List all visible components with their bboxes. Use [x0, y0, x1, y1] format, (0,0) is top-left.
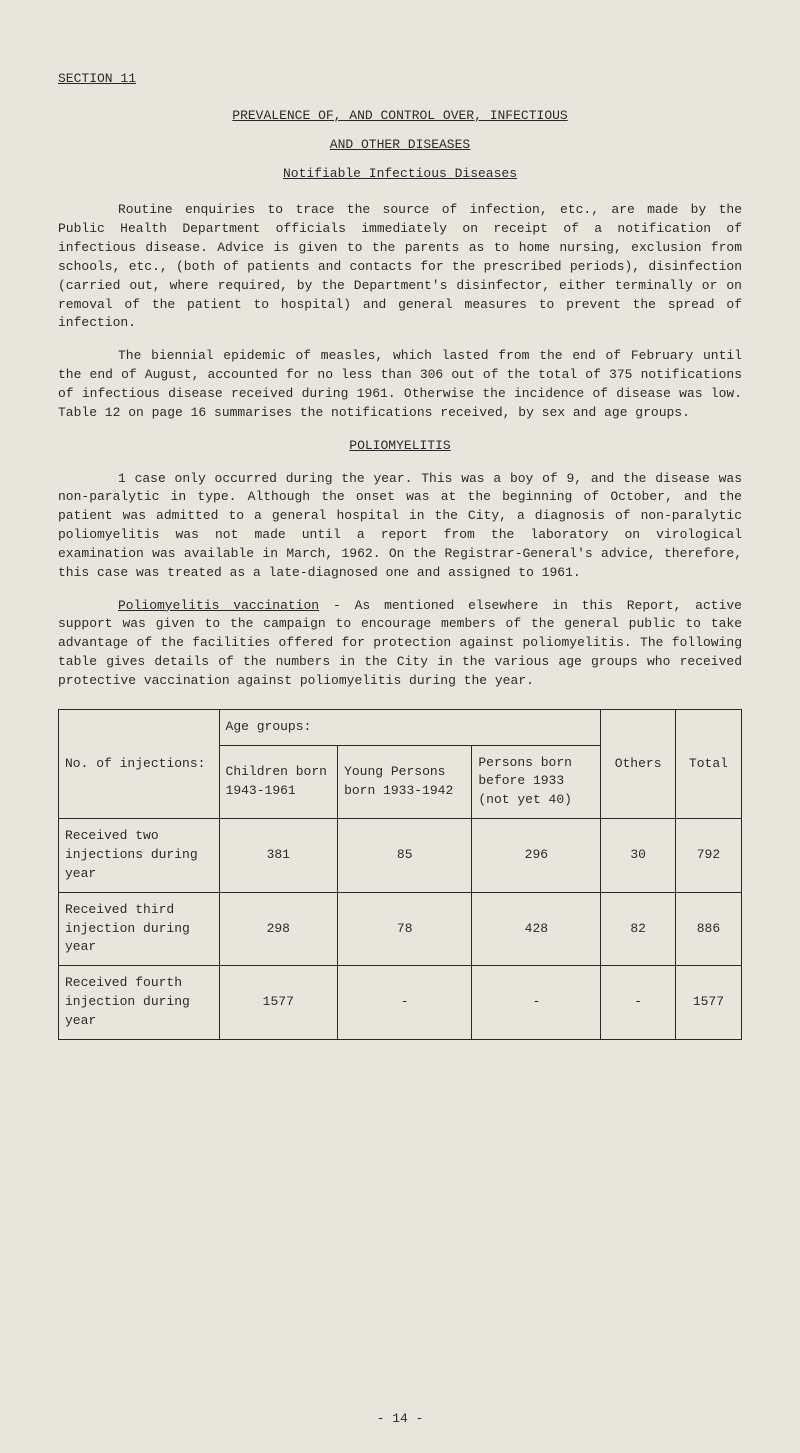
cell: 30 [601, 819, 675, 893]
row-label: Received third injection during year [59, 892, 220, 966]
table-row: Received two injections during year 381 … [59, 819, 742, 893]
cell: 78 [338, 892, 472, 966]
page-number: - 14 - [0, 1410, 800, 1429]
paragraph-3: 1 case only occurred during the year. Th… [58, 470, 742, 583]
document-page: SECTION 11 PREVALENCE OF, AND CONTROL OV… [0, 0, 800, 1453]
col-children: Children born 1943-1961 [219, 745, 338, 819]
cell: 428 [472, 892, 601, 966]
section-label: SECTION 11 [58, 70, 742, 89]
cell: 296 [472, 819, 601, 893]
table-row: Received fourth injection during year 15… [59, 966, 742, 1040]
table-header-row-1: No. of injections: Age groups: Others To… [59, 709, 742, 745]
col-persons: Persons born before 1933 (not yet 40) [472, 745, 601, 819]
row-header-cell: No. of injections: [59, 709, 220, 818]
cell: 886 [675, 892, 741, 966]
title-2-text: AND OTHER DISEASES [330, 137, 470, 152]
title-3-text: Notifiable Infectious Diseases [283, 166, 517, 181]
title-line-3: Notifiable Infectious Diseases [58, 165, 742, 184]
title-1-text: PREVALENCE OF, AND CONTROL OVER, INFECTI… [232, 108, 567, 123]
col-others: Others [601, 709, 675, 818]
vaccination-table: No. of injections: Age groups: Others To… [58, 709, 742, 1040]
cell: - [472, 966, 601, 1040]
cell: 792 [675, 819, 741, 893]
subhead-poliomyelitis: POLIOMYELITIS [58, 437, 742, 456]
p4-lead: Poliomyelitis vaccination [118, 598, 319, 613]
col-total: Total [675, 709, 741, 818]
cell: 1577 [219, 966, 338, 1040]
paragraph-1: Routine enquiries to trace the source of… [58, 201, 742, 333]
table-row: Received third injection during year 298… [59, 892, 742, 966]
row-label: Received fourth injection during year [59, 966, 220, 1040]
age-groups-header: Age groups: [219, 709, 601, 745]
cell: 82 [601, 892, 675, 966]
paragraph-2: The biennial epidemic of measles, which … [58, 347, 742, 422]
paragraph-4: Poliomyelitis vaccination - As mentioned… [58, 597, 742, 691]
cell: - [338, 966, 472, 1040]
cell: - [601, 966, 675, 1040]
title-line-2: AND OTHER DISEASES [58, 136, 742, 155]
cell: 85 [338, 819, 472, 893]
row-label: Received two injections during year [59, 819, 220, 893]
title-line-1: PREVALENCE OF, AND CONTROL OVER, INFECTI… [58, 107, 742, 126]
cell: 381 [219, 819, 338, 893]
cell: 1577 [675, 966, 741, 1040]
cell: 298 [219, 892, 338, 966]
col-young: Young Persons born 1933-1942 [338, 745, 472, 819]
